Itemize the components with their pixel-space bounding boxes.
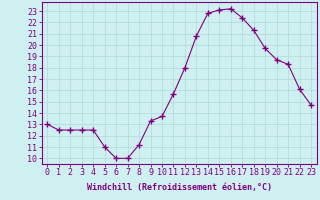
X-axis label: Windchill (Refroidissement éolien,°C): Windchill (Refroidissement éolien,°C) bbox=[87, 183, 272, 192]
